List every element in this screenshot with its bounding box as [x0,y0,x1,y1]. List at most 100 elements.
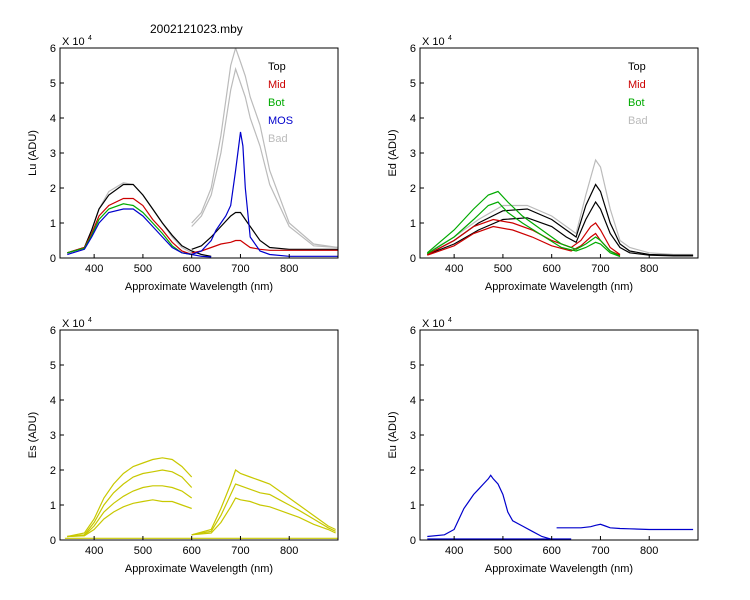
y-tick-label: 4 [50,113,56,125]
series-line-es-4 [191,469,336,536]
figure-title: 2002121023.mby [150,22,243,36]
y-tick-label: 6 [410,43,416,55]
y-axis-label: Es (ADU) [27,412,39,458]
y-tick-label: 5 [410,78,416,90]
series-line-es-5 [191,483,336,536]
series-line-top-4 [191,211,338,250]
series-line-top-1 [427,183,694,256]
y-multiplier-label: X 10 [62,36,85,48]
y-tick-label: 1 [50,218,56,230]
series-line-bad-0 [426,158,694,256]
y-tick-label: 1 [50,500,56,512]
plot-series-group [64,457,338,539]
x-tick-label: 800 [640,545,658,557]
y-multiplier-exponent: 4 [448,317,452,324]
x-tick-label: 600 [183,263,201,275]
y-tick-label: 3 [410,430,416,442]
series-line-mid-5 [67,197,192,256]
x-tick-label: 700 [591,545,609,557]
legend-entry-bot: Bot [628,97,645,109]
series-line-top-2 [427,200,694,257]
legend-entry-bad: Bad [628,115,648,127]
series-line-mid-6 [191,239,338,254]
x-tick-label: 400 [445,545,463,557]
x-tick-label: 800 [280,545,298,557]
y-tick-label: 2 [50,465,56,477]
y-tick-label: 0 [50,253,56,265]
y-tick-label: 5 [50,360,56,372]
x-axis-label: Approximate Wavelength (nm) [125,563,273,575]
series-line-top-3 [67,183,212,257]
x-tick-label: 700 [591,263,609,275]
series-line-bad-2 [191,66,338,249]
y-tick-label: 5 [50,78,56,90]
series-line-es-6 [191,497,336,536]
legend-entry-bot: Bot [268,97,285,109]
x-tick-label: 600 [183,545,201,557]
y-tick-label: 6 [410,325,416,337]
y-multiplier-label: X 10 [422,318,445,330]
legend-entry-mid: Mid [628,79,646,91]
y-tick-label: 5 [410,360,416,372]
y-multiplier-exponent: 4 [88,35,92,42]
y-multiplier-exponent: 4 [448,35,452,42]
x-tick-label: 400 [445,263,463,275]
legend-entry-top: Top [628,61,646,73]
x-tick-label: 800 [640,263,658,275]
series-line-es-3 [67,499,192,538]
y-tick-label: 6 [50,325,56,337]
y-tick-label: 3 [50,430,56,442]
x-tick-label: 500 [494,263,512,275]
x-tick-label: 800 [280,263,298,275]
y-axis-label: Ed (ADU) [387,129,399,176]
y-tick-label: 4 [410,113,416,125]
x-tick-label: 600 [543,263,561,275]
y-tick-label: 0 [50,535,56,547]
legend-entry-bad: Bad [268,133,288,145]
y-tick-label: 3 [50,148,56,160]
x-axis-label: Approximate Wavelength (nm) [125,281,273,293]
y-tick-label: 3 [410,148,416,160]
y-multiplier-exponent: 4 [88,317,92,324]
plot-series-group [426,158,694,258]
series-line-bad-1 [191,48,338,249]
x-tick-label: 600 [543,545,561,557]
plot-series-group [67,48,338,258]
series-line-es-1 [67,469,193,538]
y-tick-label: 4 [410,395,416,407]
legend-entry-mos: MOS [268,115,293,127]
series-line-es-2 [67,485,193,538]
legend-entry-mid: Mid [268,79,286,91]
y-tick-label: 1 [410,218,416,230]
x-tick-label: 700 [231,263,249,275]
series-line-eu-0 [427,474,552,540]
x-tick-label: 700 [231,545,249,557]
y-axis-label: Eu (ADU) [387,411,399,458]
series-line-bot-7 [67,203,192,256]
series-line-bot-5 [426,190,621,257]
y-axis-label: Lu (ADU) [27,130,39,176]
plot-frame [419,329,699,541]
x-tick-label: 500 [494,545,512,557]
y-tick-label: 0 [410,253,416,265]
x-tick-label: 500 [134,263,152,275]
y-tick-label: 2 [410,183,416,195]
y-multiplier-label: X 10 [62,318,85,330]
y-multiplier-label: X 10 [422,36,445,48]
series-line-mos-8 [67,208,212,258]
series-line-mos-9 [191,131,338,257]
y-tick-label: 6 [50,43,56,55]
y-tick-label: 4 [50,395,56,407]
y-tick-label: 2 [410,465,416,477]
y-tick-label: 0 [410,535,416,547]
series-line-bot-6 [426,201,621,258]
x-tick-label: 500 [134,545,152,557]
x-axis-label: Approximate Wavelength (nm) [485,281,633,293]
series-line-es-0 [67,457,193,538]
x-tick-label: 400 [85,263,103,275]
